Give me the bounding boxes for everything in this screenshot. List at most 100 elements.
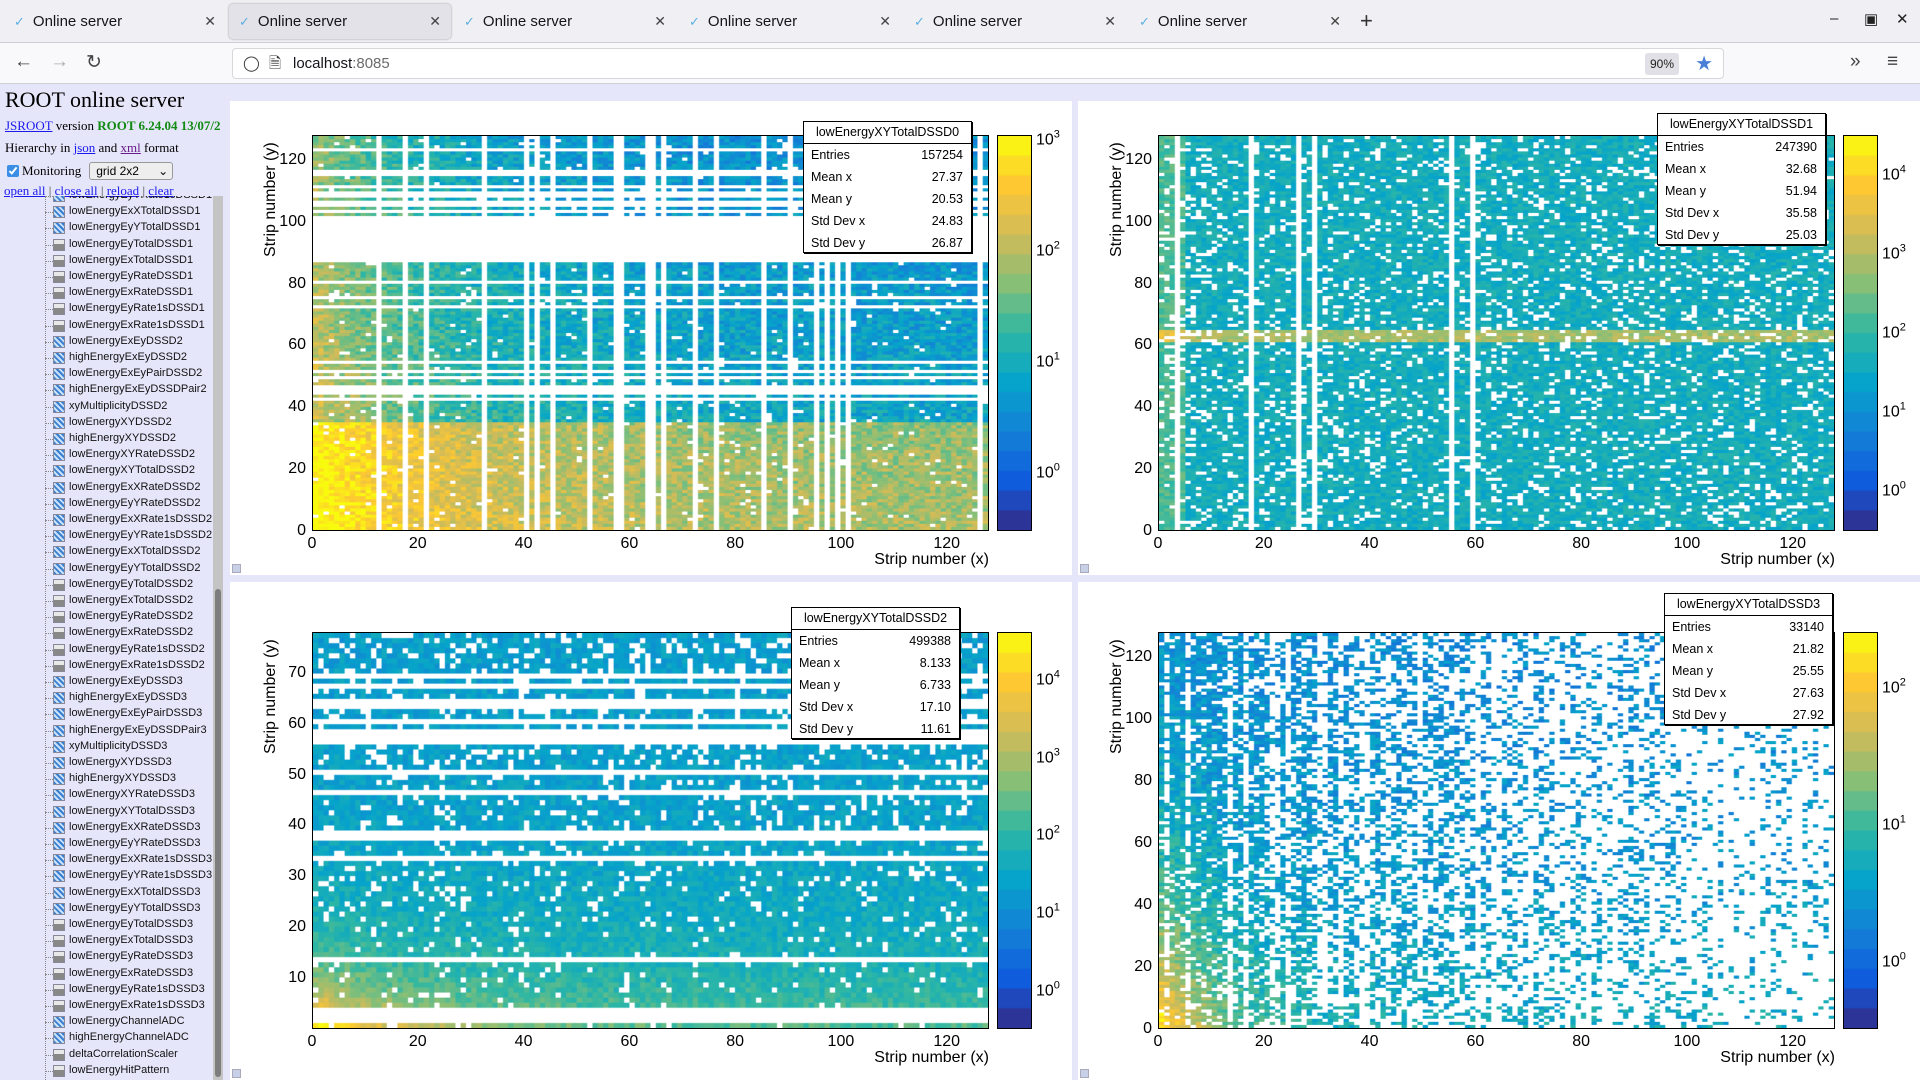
tree-item[interactable]: lowEnergyEyTotalDSSD2 — [0, 577, 212, 593]
tree-item[interactable]: lowEnergyExTotalDSSD2 — [0, 593, 212, 609]
histogram-pad[interactable]: 0 20 40 60 80 100 120 10 20 30 40 50 60 70 100 101 102 10… — [230, 582, 1072, 1080]
tree-item[interactable]: lowEnergyEyRate1sDSSD1 — [0, 301, 212, 317]
tree-item[interactable]: highEnergyExEyDSSD2 — [0, 350, 212, 366]
tree-item[interactable]: highEnergyExEyDSSDPair2 — [0, 382, 212, 398]
browser-tab[interactable]: ✓ Online server ✕ — [1129, 4, 1351, 39]
tree-item[interactable]: lowEnergyExRateDSSD2 — [0, 625, 212, 641]
new-tab-button[interactable]: + — [1360, 8, 1373, 33]
tree-item[interactable]: lowEnergyXYTotalDSSD2 — [0, 463, 212, 479]
reload-icon[interactable]: ↻ — [86, 52, 102, 73]
stats-box[interactable]: lowEnergyXYTotalDSSD0 Entries 157254 Mean x… — [803, 121, 972, 253]
tree-item[interactable]: highEnergyXYDSSD2 — [0, 431, 212, 447]
histogram-pad[interactable]: 0 20 40 60 80 100 120 0 20 40 60 80 100 120 100 101 102 1… — [1078, 101, 1920, 575]
bookmark-star-icon[interactable]: ★ — [1695, 53, 1713, 75]
close-tab-icon[interactable]: ✕ — [429, 13, 441, 29]
tree-item[interactable]: lowEnergyHitPattern — [0, 1063, 212, 1079]
close-all-link[interactable]: close all — [54, 183, 98, 198]
tree-item[interactable]: lowEnergyEyRate1sDSSD2 — [0, 642, 212, 658]
clear-link[interactable]: clear — [148, 183, 174, 198]
shield-icon[interactable]: ◯ — [243, 55, 260, 72]
tree-item[interactable]: highEnergyXYDSSD3 — [0, 771, 212, 787]
xml-link[interactable]: xml — [120, 140, 141, 155]
jsroot-link[interactable]: JSROOT — [5, 118, 53, 133]
tree-item[interactable]: lowEnergyExRateDSSD1 — [0, 285, 212, 301]
browser-tab[interactable]: ✓ Online server ✕ — [679, 4, 901, 39]
tree-item[interactable]: lowEnergyEyYTotalDSSD2 — [0, 561, 212, 577]
tree-item[interactable]: lowEnergyEyRateDSSD2 — [0, 609, 212, 625]
tree-item[interactable]: xyMultiplicityDSSD2 — [0, 399, 212, 415]
stats-box[interactable]: lowEnergyXYTotalDSSD2 Entries 499388 Mean x… — [791, 607, 960, 739]
minimize-button[interactable]: – — [1830, 10, 1839, 27]
close-tab-icon[interactable]: ✕ — [204, 13, 216, 29]
heatmap-plot-area[interactable] — [312, 632, 989, 1029]
back-icon[interactable]: ← — [14, 51, 33, 72]
tree-item[interactable]: lowEnergyEyYRate1sDSSD2 — [0, 528, 212, 544]
browser-tab[interactable]: ✓ Online server ✕ — [229, 4, 451, 39]
url-bar[interactable]: ◯ 🗎 localhost:8085 90% ★ — [232, 48, 1724, 79]
layout-select[interactable]: grid 2x2 ⌄ — [89, 162, 174, 180]
hamburger-menu-icon[interactable]: ≡ — [1887, 51, 1899, 72]
tree-item[interactable]: lowEnergyXYRateDSSD3 — [0, 787, 212, 803]
tree-item[interactable]: lowEnergyExXTotalDSSD3 — [0, 885, 212, 901]
tree-item[interactable]: lowEnergyExRate1sDSSD2 — [0, 658, 212, 674]
tree-item[interactable]: lowEnergyEyRateDSSD3 — [0, 949, 212, 965]
tree-item[interactable]: lowEnergyEyYRateDSSD3 — [0, 836, 212, 852]
tree-item[interactable]: lowEnergyExXRate1sDSSD2 — [0, 512, 212, 528]
tree-item[interactable]: lowEnergyEyRate1sDSSD3 — [0, 982, 212, 998]
open-all-link[interactable]: open all — [4, 183, 46, 198]
tree-item[interactable]: lowEnergyEyYTotalDSSD3 — [0, 901, 212, 917]
pad-resize-handle[interactable] — [1080, 564, 1089, 573]
tree-item[interactable]: lowEnergyExTotalDSSD1 — [0, 253, 212, 269]
histogram-pad[interactable]: 0 20 40 60 80 100 120 0 20 40 60 80 100 120 100 101 102 1… — [230, 101, 1072, 575]
tree-item[interactable]: lowEnergyXYRateDSSD2 — [0, 447, 212, 463]
tree-item[interactable]: lowEnergyXYDSSD3 — [0, 755, 212, 771]
close-tab-icon[interactable]: ✕ — [1104, 13, 1116, 29]
tree-item[interactable]: lowEnergyExEyPairDSSD2 — [0, 366, 212, 382]
tree-item[interactable]: lowEnergyExRateDSSD3 — [0, 966, 212, 982]
url-text[interactable]: localhost:8085 — [293, 55, 390, 72]
tree-item[interactable]: lowEnergyEyYTotalDSSD1 — [0, 220, 212, 236]
tree-item[interactable]: highEnergyExEyDSSD3 — [0, 690, 212, 706]
browser-tab[interactable]: ✓ Online server ✕ — [4, 4, 226, 39]
maximize-button[interactable]: ▣ — [1864, 11, 1879, 28]
tree-item[interactable]: lowEnergyEyYRate1sDSSD1 — [0, 196, 212, 204]
close-tab-icon[interactable]: ✕ — [879, 13, 891, 29]
tree-item[interactable]: lowEnergyExXRate1sDSSD3 — [0, 852, 212, 868]
tree-item[interactable]: lowEnergyExTotalDSSD3 — [0, 933, 212, 949]
tree-item[interactable]: lowEnergyExRate1sDSSD3 — [0, 998, 212, 1014]
browser-tab[interactable]: ✓ Online server ✕ — [454, 4, 676, 39]
tree-item[interactable]: lowEnergyEyRateDSSD1 — [0, 269, 212, 285]
tree-item[interactable]: lowEnergyExEyDSSD3 — [0, 674, 212, 690]
tree-item[interactable]: lowEnergyEyTotalDSSD3 — [0, 917, 212, 933]
tree-item[interactable]: lowEnergyEyYRate1sDSSD3 — [0, 868, 212, 884]
zoom-level[interactable]: 90% — [1644, 53, 1679, 75]
tree-item[interactable]: lowEnergyExEyPairDSSD3 — [0, 706, 212, 722]
browser-tab[interactable]: ✓ Online server ✕ — [904, 4, 1126, 39]
reload-link[interactable]: reload — [106, 183, 140, 198]
tree-item[interactable]: xyMultiplicityDSSD3 — [0, 739, 212, 755]
stats-box[interactable]: lowEnergyXYTotalDSSD1 Entries 247390 Mean x… — [1657, 113, 1826, 245]
pad-resize-handle[interactable] — [232, 1069, 241, 1078]
tree-item[interactable]: lowEnergyExXRateDSSD3 — [0, 820, 212, 836]
close-tab-icon[interactable]: ✕ — [654, 13, 666, 29]
tree-item[interactable]: lowEnergyExXRateDSSD2 — [0, 480, 212, 496]
forward-icon[interactable]: → — [50, 51, 69, 72]
tree-item[interactable]: lowEnergyXYTotalDSSD3 — [0, 804, 212, 820]
tree-item[interactable]: lowEnergyEyYRateDSSD2 — [0, 496, 212, 512]
overflow-menu-icon[interactable]: » — [1850, 51, 1861, 72]
tree-item[interactable]: deltaCorrelationScaler — [0, 1047, 212, 1063]
close-window-button[interactable]: ✕ — [1896, 11, 1909, 28]
sidebar-scrollbar-thumb[interactable] — [215, 589, 221, 1077]
tree-item[interactable]: lowEnergyExRate1sDSSD1 — [0, 318, 212, 334]
pad-resize-handle[interactable] — [232, 564, 241, 573]
pad-resize-handle[interactable] — [1080, 1069, 1089, 1078]
stats-box[interactable]: lowEnergyXYTotalDSSD3 Entries 33140 Mean x 2… — [1664, 593, 1833, 725]
tree-item[interactable]: highEnergyChannelADC — [0, 1030, 212, 1046]
tree-item[interactable]: lowEnergyXYDSSD2 — [0, 415, 212, 431]
tree-item[interactable]: highEnergyExEyDSSDPair3 — [0, 723, 212, 739]
close-tab-icon[interactable]: ✕ — [1329, 13, 1341, 29]
histogram-pad[interactable]: 0 20 40 60 80 100 120 0 20 40 60 80 100 120 100 101 102 S… — [1078, 582, 1920, 1080]
tree-item[interactable]: lowEnergyExEyDSSD2 — [0, 334, 212, 350]
tree-item[interactable]: lowEnergyChannelADC — [0, 1014, 212, 1030]
tree-item[interactable]: lowEnergyExXTotalDSSD2 — [0, 544, 212, 560]
